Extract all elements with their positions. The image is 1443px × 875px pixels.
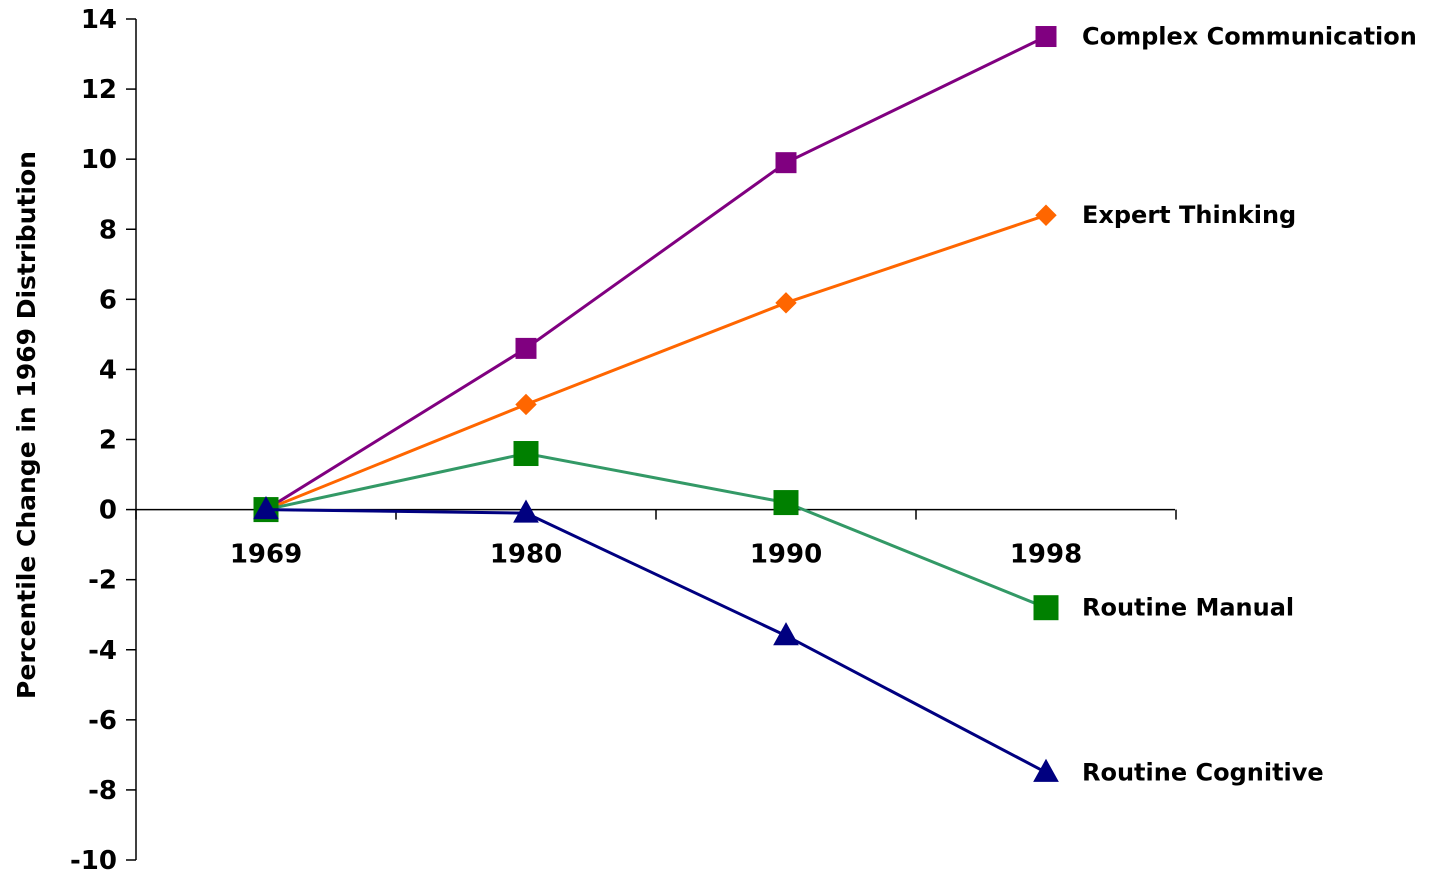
series-line bbox=[265, 35, 1047, 511]
data-point bbox=[1035, 204, 1057, 226]
data-point bbox=[1035, 26, 1057, 48]
y-axis-title: Percentile Change in 1969 Distribution bbox=[12, 151, 41, 699]
y-tick-label: -6 bbox=[88, 706, 117, 736]
series-line bbox=[265, 213, 1047, 511]
y-tick-label: -8 bbox=[88, 776, 117, 806]
y-tick-label: -4 bbox=[88, 636, 117, 666]
y-tick-labels: 14 12 10 8 6 4 2 0 -2 -4 -6 -8 -10 bbox=[70, 5, 117, 875]
data-point bbox=[515, 393, 537, 416]
data-point bbox=[773, 490, 799, 516]
y-tick-label: -10 bbox=[70, 846, 117, 875]
y-tick-label: 8 bbox=[99, 215, 117, 245]
data-point bbox=[1033, 595, 1059, 621]
y-tick-label: 2 bbox=[99, 426, 117, 456]
series-labels: Complex Communication Expert Thinking Rout… bbox=[1082, 23, 1417, 787]
x-tick-label: 1990 bbox=[750, 540, 822, 570]
series-line bbox=[265, 508, 1047, 774]
axes bbox=[126, 18, 1177, 861]
series-routine-manual bbox=[253, 441, 1059, 621]
y-tick-label: 12 bbox=[81, 75, 117, 105]
data-point bbox=[513, 441, 539, 467]
x-tick-label: 1998 bbox=[1010, 540, 1082, 570]
series-label-expert-thinking: Expert Thinking bbox=[1082, 201, 1296, 229]
x-tick-labels: 1969 1980 1990 1998 bbox=[230, 540, 1082, 570]
data-point bbox=[775, 292, 797, 314]
y-tick-label: -2 bbox=[88, 566, 117, 596]
series-layer bbox=[253, 26, 1059, 782]
y-tick-label: 0 bbox=[99, 496, 117, 526]
y-tick-label: 4 bbox=[99, 355, 117, 385]
series-routine-cognitive bbox=[253, 495, 1059, 782]
x-tick-label: 1969 bbox=[230, 540, 302, 570]
series-expert-thinking bbox=[255, 204, 1057, 521]
y-tick-label: 14 bbox=[81, 5, 117, 35]
data-point bbox=[773, 622, 799, 646]
y-tick-label: 6 bbox=[99, 285, 117, 315]
series-line bbox=[265, 451, 1047, 610]
y-tick-label: 10 bbox=[81, 145, 117, 175]
series-label-routine-manual: Routine Manual bbox=[1082, 594, 1294, 622]
data-point bbox=[775, 152, 797, 174]
data-point bbox=[1033, 758, 1059, 782]
series-label-routine-cognitive: Routine Cognitive bbox=[1082, 758, 1324, 786]
data-point bbox=[513, 499, 539, 523]
data-point bbox=[515, 337, 537, 359]
series-complex-communication bbox=[255, 26, 1057, 521]
x-tick-label: 1980 bbox=[490, 540, 562, 570]
data-point bbox=[253, 495, 279, 520]
series-label-complex-communication: Complex Communication bbox=[1082, 23, 1417, 51]
